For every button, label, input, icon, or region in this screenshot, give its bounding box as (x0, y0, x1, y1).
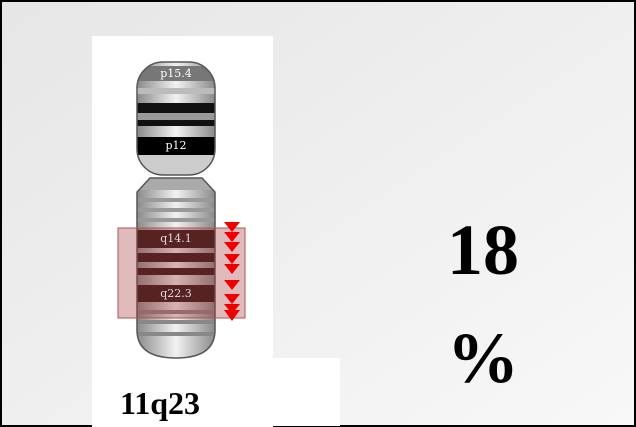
highlight-region (117, 227, 246, 319)
caption-panel (92, 358, 340, 426)
p-outline (136, 61, 216, 176)
p-arm (137, 62, 215, 175)
band-label: p12 (165, 139, 186, 152)
percentage-sign: % (447, 318, 519, 398)
band-label: q22.3 (160, 287, 192, 300)
locus-caption: 11q23 (120, 385, 200, 421)
q-arm (137, 178, 215, 358)
percentage-number: 18 (447, 210, 519, 290)
band-label: p15.4 (160, 67, 192, 80)
q-outline (136, 177, 216, 359)
band-label: q14.1 (160, 232, 192, 245)
arrows (224, 222, 240, 321)
